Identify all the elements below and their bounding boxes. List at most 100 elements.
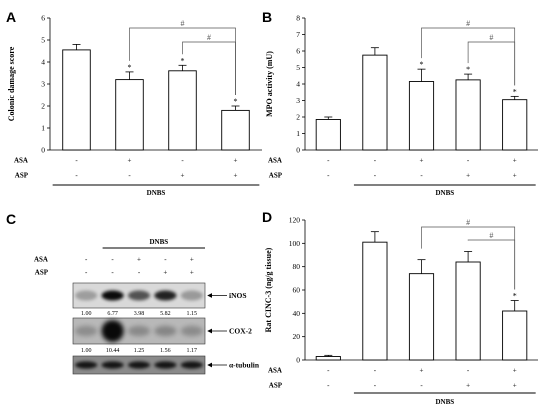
blot-band bbox=[75, 325, 98, 337]
y-tick-label: 5 bbox=[296, 63, 300, 72]
treatment-mark: + bbox=[466, 382, 470, 390]
treatment-mark: + bbox=[420, 367, 424, 375]
blot-band bbox=[180, 290, 203, 301]
treatment-mark: - bbox=[374, 367, 377, 375]
group-label: DNBS bbox=[149, 238, 168, 246]
y-axis-title: Colonic damage score bbox=[7, 46, 16, 121]
treatment-mark: - bbox=[467, 157, 470, 165]
y-axis-title: MPO activity (mU) bbox=[265, 51, 274, 117]
treatment-mark: - bbox=[75, 157, 78, 165]
y-tick-label: 60 bbox=[293, 286, 301, 295]
blot-band bbox=[180, 325, 203, 337]
treatment-mark: + bbox=[234, 172, 238, 180]
density-value: 5.82 bbox=[160, 311, 171, 317]
group-label: DNBS bbox=[435, 398, 454, 406]
blot-band bbox=[127, 290, 151, 301]
blot-band bbox=[75, 290, 98, 301]
bar bbox=[115, 79, 144, 151]
treatment-mark: + bbox=[513, 367, 517, 375]
bar bbox=[455, 261, 481, 361]
significance-bracket bbox=[182, 41, 236, 95]
blot-band bbox=[154, 361, 177, 369]
treatment-mark: - bbox=[75, 172, 78, 180]
treatment-mark: + bbox=[513, 157, 517, 165]
group-label: DNBS bbox=[435, 189, 454, 197]
density-value: 1.15 bbox=[187, 311, 198, 317]
y-tick-label: 0 bbox=[41, 146, 45, 155]
y-tick-label: 1 bbox=[296, 129, 300, 138]
treatment-mark: - bbox=[327, 382, 330, 390]
chart-panel-a: 0 1 2 3 4 5 6 Colonic damage score * * * # # ASA - + - + A… bbox=[7, 14, 262, 197]
treatment-mark: + bbox=[420, 157, 424, 165]
bar bbox=[362, 241, 388, 361]
density-value: 1.17 bbox=[187, 348, 198, 354]
treatment-row-label: ASA bbox=[14, 157, 28, 165]
treatment-mark: - bbox=[420, 172, 423, 180]
blot-band bbox=[154, 290, 177, 301]
treatment-mark: + bbox=[163, 269, 167, 277]
treatment-mark: - bbox=[327, 157, 330, 165]
y-tick-label: 0 bbox=[296, 356, 300, 365]
y-tick-label: 6 bbox=[41, 14, 45, 23]
blot-panel-c: DNBS ASA - - + - + ASP - - - + + iNOS 1.00 6.77 3.98 5.82… bbox=[34, 238, 260, 375]
y-axis-title: Rat CINC-3 (ng/g tissue) bbox=[264, 247, 273, 332]
blot-band bbox=[127, 361, 151, 369]
blot-band bbox=[75, 361, 98, 369]
panel-letter-c: C bbox=[6, 211, 16, 227]
blot-band bbox=[101, 290, 124, 301]
density-value: 1.25 bbox=[134, 348, 145, 354]
density-value: 1.00 bbox=[81, 311, 92, 317]
y-tick-label: 80 bbox=[293, 262, 301, 271]
treatment-mark: - bbox=[164, 256, 167, 264]
density-value: 1.56 bbox=[160, 348, 171, 354]
band-label: COX-2 bbox=[229, 327, 252, 336]
treatment-mark: - bbox=[128, 172, 131, 180]
y-tick-label: 3 bbox=[41, 80, 45, 89]
significance-hash: # bbox=[207, 33, 211, 42]
treatment-mark: - bbox=[374, 382, 377, 390]
y-tick-label: 40 bbox=[293, 309, 301, 318]
blot-band bbox=[101, 320, 124, 342]
y-tick-label: 120 bbox=[289, 216, 301, 225]
treatment-mark: - bbox=[85, 269, 88, 277]
significance-asterisk: * bbox=[466, 65, 470, 74]
treatment-row-label: ASP bbox=[35, 269, 49, 277]
density-value: 1.00 bbox=[81, 348, 92, 354]
blot-band bbox=[101, 361, 124, 369]
band-label: iNOS bbox=[229, 291, 247, 300]
bar bbox=[362, 54, 388, 151]
treatment-row-label: ASP bbox=[269, 172, 283, 180]
significance-asterisk: * bbox=[420, 60, 424, 69]
bar bbox=[502, 310, 528, 361]
bar bbox=[221, 109, 250, 151]
band-label: α-tubulin bbox=[229, 361, 260, 370]
y-tick-label: 2 bbox=[41, 102, 45, 111]
bar bbox=[502, 99, 528, 151]
y-tick-label: 6 bbox=[296, 47, 300, 56]
y-tick-label: 100 bbox=[289, 239, 301, 248]
treatment-mark: - bbox=[111, 269, 114, 277]
treatment-mark: - bbox=[327, 172, 330, 180]
treatment-mark: - bbox=[85, 256, 88, 264]
density-value: 6.77 bbox=[107, 311, 118, 317]
y-tick-label: 2 bbox=[296, 113, 300, 122]
significance-hash: # bbox=[489, 33, 493, 42]
treatment-mark: + bbox=[181, 172, 185, 180]
y-tick-label: 1 bbox=[41, 124, 45, 133]
treatment-mark: + bbox=[234, 157, 238, 165]
treatment-mark: + bbox=[128, 157, 132, 165]
treatment-mark: + bbox=[466, 172, 470, 180]
treatment-row-label: ASA bbox=[268, 157, 282, 165]
treatment-mark: - bbox=[138, 269, 141, 277]
significance-asterisk: * bbox=[234, 97, 238, 106]
treatment-row-label: ASA bbox=[268, 367, 282, 375]
y-tick-label: 4 bbox=[41, 58, 45, 67]
bar bbox=[168, 70, 197, 151]
treatment-row-label: ASP bbox=[269, 382, 283, 390]
chart-panel-d: 0 20 40 60 80 100 120 Rat CINC-3 (ng/g tissue) *… bbox=[264, 216, 538, 406]
treatment-mark: - bbox=[374, 172, 377, 180]
y-tick-label: 0 bbox=[296, 146, 300, 155]
treatment-row-label: ASA bbox=[34, 256, 48, 264]
